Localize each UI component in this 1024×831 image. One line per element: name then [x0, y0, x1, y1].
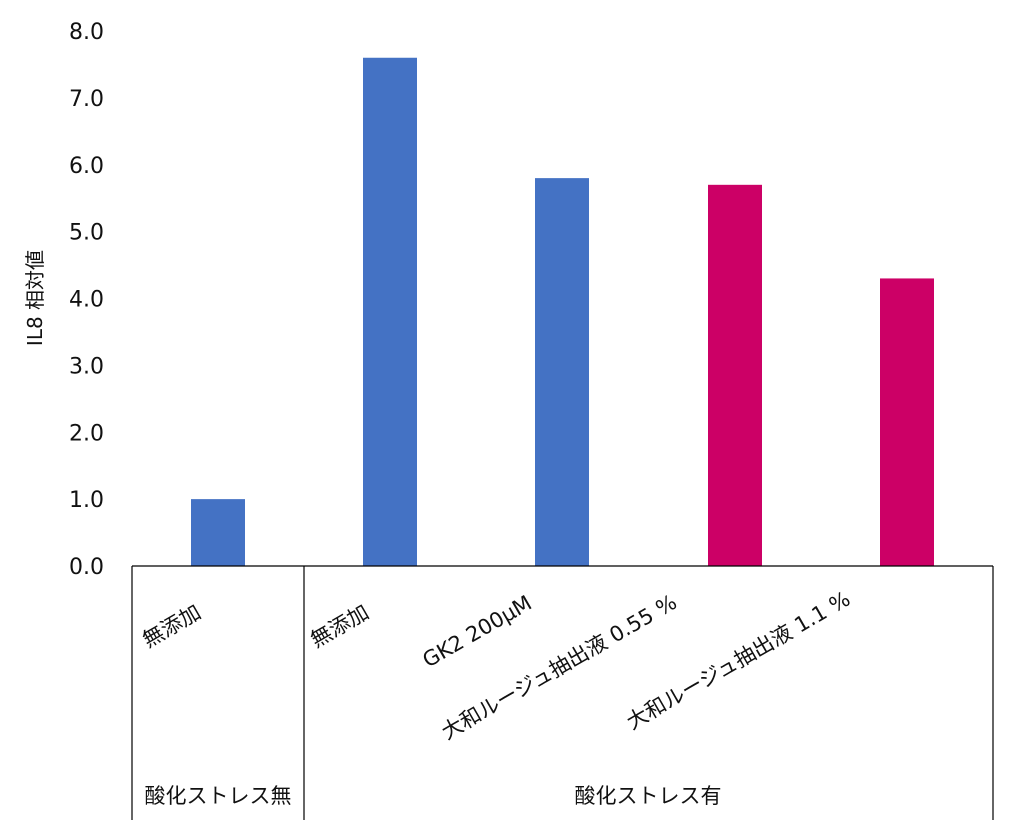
category-label: GK2 200μM: [419, 591, 536, 673]
category-label: 無添加: [307, 600, 374, 652]
y-tick-label: 7.0: [69, 87, 104, 112]
bar: [363, 57, 417, 566]
y-tick-label: 0.0: [69, 555, 104, 580]
y-tick-label: 2.0: [69, 421, 104, 446]
group-labels: 酸化ストレス無 酸化ストレス有: [145, 784, 722, 808]
y-tick-label: 4.0: [69, 288, 104, 313]
bar: [191, 499, 245, 566]
group-label: 酸化ストレス有: [575, 784, 722, 808]
bar: [535, 178, 589, 566]
y-axis-label: IL8 相対値: [23, 250, 47, 346]
y-tick-label: 1.0: [69, 488, 104, 513]
bar: [708, 184, 762, 566]
bar: [880, 278, 934, 566]
y-tick-label: 3.0: [69, 354, 104, 379]
y-tick-label: 5.0: [69, 221, 104, 246]
y-tick-label: 8.0: [69, 20, 104, 45]
x-axis-table: [131, 565, 994, 820]
y-axis-ticks: 0.0 1.0 2.0 3.0 4.0 5.0 6.0 7.0 8.0: [69, 20, 104, 580]
group-label: 酸化ストレス無: [145, 784, 292, 808]
bars: [191, 57, 934, 566]
category-label: 無添加: [139, 600, 206, 652]
y-tick-label: 6.0: [69, 154, 104, 179]
